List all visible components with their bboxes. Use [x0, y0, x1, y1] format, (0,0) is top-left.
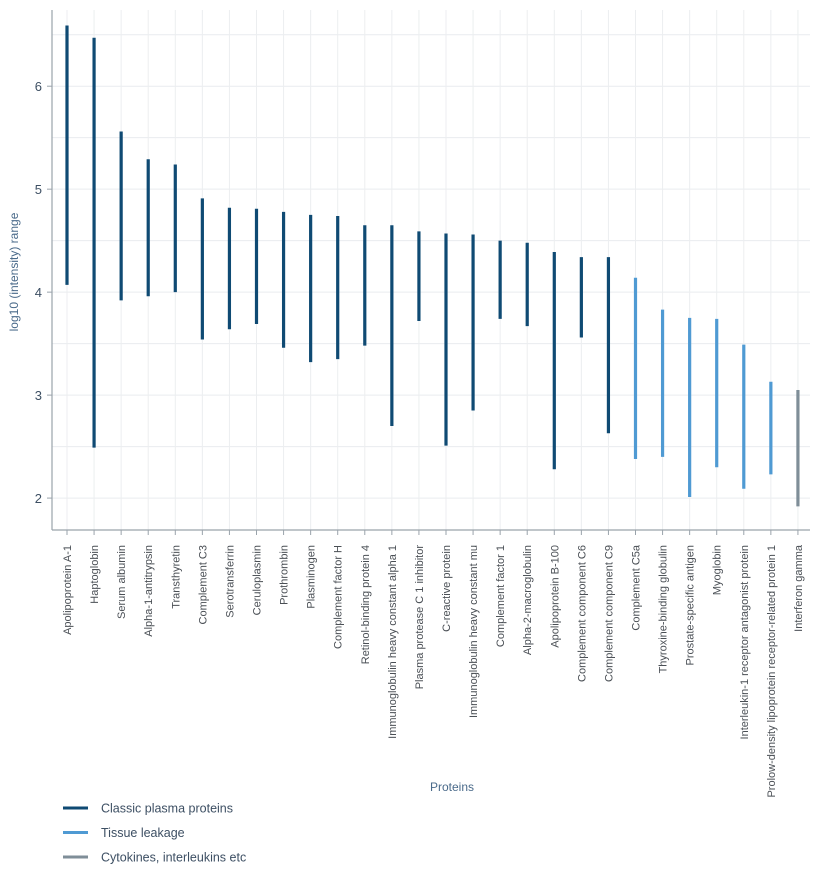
x-tick-label: Retinol-binding protein 4: [360, 545, 372, 664]
x-tick-label: Serotransferrin: [224, 545, 236, 618]
legend-item: Classic plasma proteins: [63, 802, 233, 816]
x-tick-label: Complement component C6: [576, 545, 588, 682]
legend-label: Classic plasma proteins: [101, 802, 233, 816]
y-tick-label: 4: [35, 285, 42, 300]
grid: [52, 10, 810, 530]
x-tick-label: Complement factor H: [333, 545, 345, 649]
legend-item: Tissue leakage: [63, 826, 185, 840]
x-tick-label: Alpha-2-macroglobulin: [522, 545, 534, 655]
y-tick-label: 2: [35, 491, 42, 506]
x-tick-label: Prostate-specific antigen: [685, 545, 697, 665]
y-tick-label: 5: [35, 182, 42, 197]
x-tick-label: Complement C3: [197, 545, 209, 624]
x-tick-label: Thyroxine-binding globulin: [658, 545, 670, 673]
x-tick-label: Ceruloplasmin: [252, 545, 264, 615]
legend-label: Tissue leakage: [101, 826, 185, 840]
x-ticks: Apolipoprotein A-1 Haptoglobin Serum album…: [62, 530, 805, 798]
x-tick-label: Serum albumin: [116, 545, 128, 619]
legend: Classic plasma proteins Tissue leakage Cyt…: [63, 802, 246, 865]
x-tick-label: Complement component C9: [603, 545, 615, 682]
x-tick-label: Complement factor 1: [495, 545, 507, 647]
x-tick-label: Immunoglobulin heavy constant alpha 1: [387, 545, 399, 739]
legend-label: Cytokines, interleukins etc: [101, 851, 246, 865]
y-axis-title: log10 (intensity) range: [7, 212, 21, 331]
x-tick-label: Myoglobin: [712, 545, 724, 595]
x-tick-label: Complement C5a: [631, 544, 643, 630]
y-ticks: 2 3 4 5 6: [35, 79, 52, 506]
x-tick-label: Plasma protease C 1 inhibitor: [414, 545, 426, 690]
x-tick-label: Alpha-1-antitrypsin: [143, 545, 155, 637]
y-tick-label: 6: [35, 79, 42, 94]
x-tick-label: C-reactive protein: [441, 545, 453, 632]
y-tick-label: 3: [35, 388, 42, 403]
axes: [51, 10, 810, 531]
x-tick-label: Interferon gamma: [793, 544, 805, 632]
x-tick-label: Transthyretin: [170, 545, 182, 609]
x-tick-label: Haptoglobin: [89, 545, 101, 604]
x-tick-label: Plasminogen: [306, 545, 318, 609]
range-bars: [65, 25, 800, 507]
legend-item: Cytokines, interleukins etc: [63, 851, 246, 865]
x-axis-title: Proteins: [430, 780, 474, 794]
x-tick-label: Immunoglobulin heavy constant mu: [468, 545, 480, 718]
x-tick-label: Interleukin-1 receptor antagonist protei…: [739, 545, 751, 739]
x-tick-label: Prolow-density lipoprotein receptor-rela…: [766, 545, 778, 798]
x-tick-label: Apolipoprotein B-100: [549, 545, 561, 648]
x-tick-label: Apolipoprotein A-1: [62, 545, 74, 635]
x-tick-label: Prothrombin: [279, 545, 291, 605]
